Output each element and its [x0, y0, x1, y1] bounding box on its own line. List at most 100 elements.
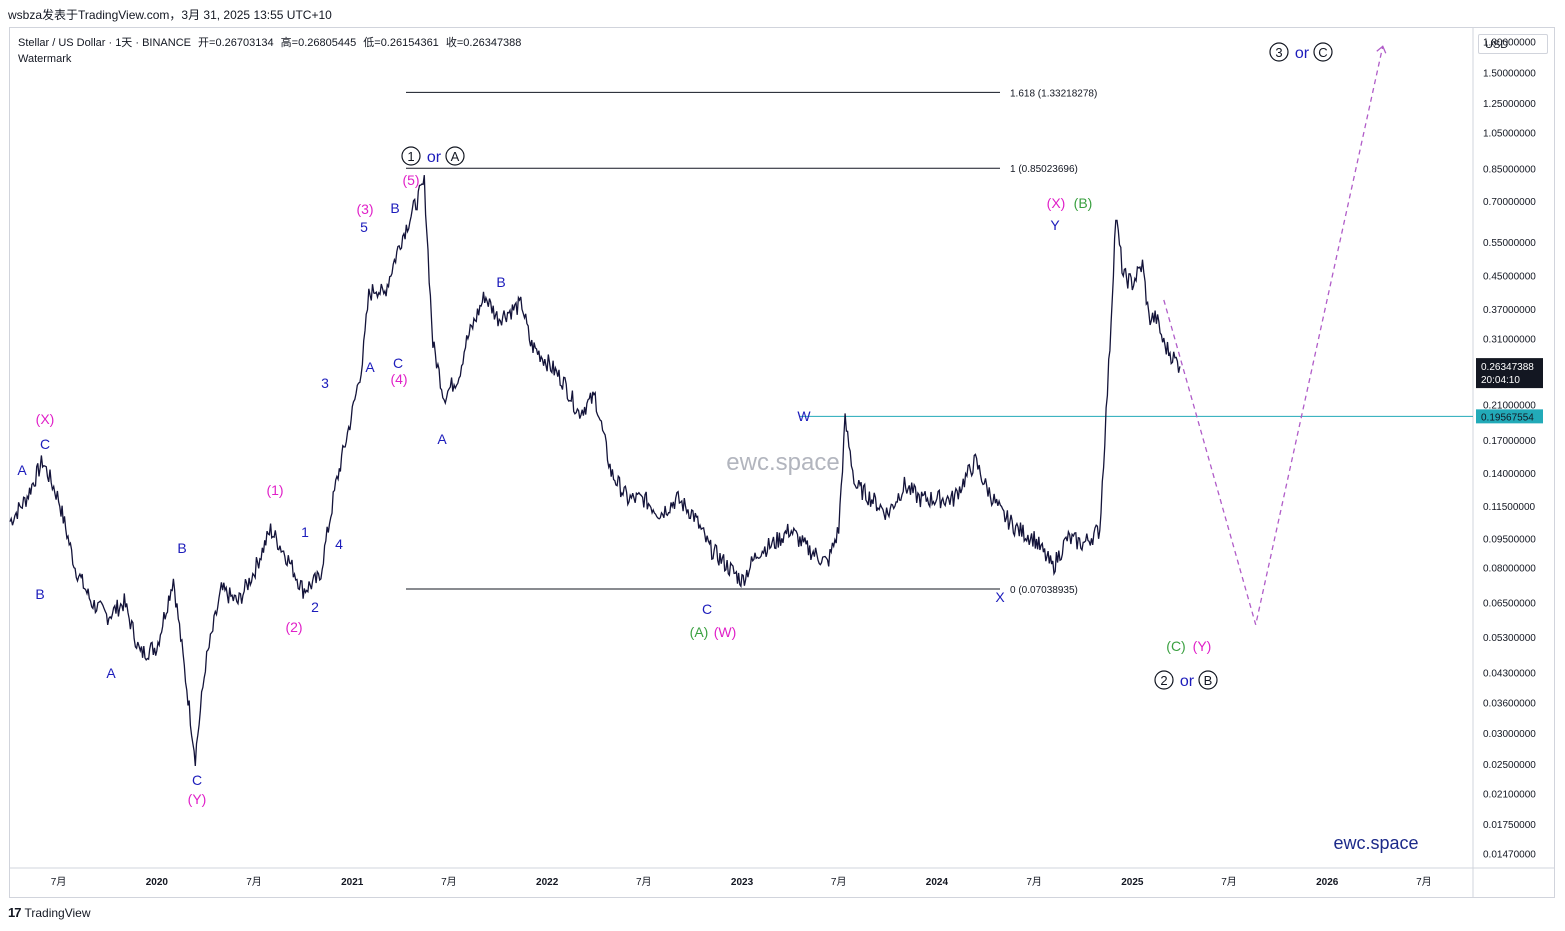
price-axis-tick: 0.06500000 [1483, 599, 1536, 610]
wave-label[interactable]: 3 [321, 375, 329, 391]
wave-label[interactable]: A [437, 431, 447, 447]
time-axis-tick: 2023 [731, 877, 754, 888]
wave-label[interactable]: Y [1050, 217, 1060, 233]
circled-wave-or: or [1180, 673, 1195, 690]
hline-price-tag[interactable] [1476, 409, 1543, 424]
circled-wave-letter: C [1318, 45, 1327, 60]
time-axis-tick: 7月 [831, 876, 847, 888]
circled-wave-marker[interactable] [401, 146, 421, 166]
legend-watermark-indicator[interactable]: Watermark [18, 53, 72, 65]
time-axis-tick: 7月 [1416, 876, 1432, 888]
circled-wave-or: or [1295, 45, 1310, 62]
wave-label[interactable]: 1 [301, 524, 309, 540]
wave-label[interactable]: (X) [36, 411, 55, 427]
wave-label[interactable]: (3) [356, 201, 373, 217]
wave-label[interactable]: B [496, 274, 505, 290]
legend-high: 高=0.26805445 [280, 37, 357, 49]
time-axis-tick: 7月 [51, 876, 67, 888]
time-axis-tick: 7月 [1026, 876, 1042, 888]
price-axis-tick: 1.25000000 [1483, 99, 1536, 110]
time-axis-tick: 2024 [926, 877, 949, 888]
wave-label[interactable]: (X) [1047, 195, 1066, 211]
wave-label[interactable]: (W) [714, 624, 737, 640]
circled-wave-number: 1 [407, 149, 414, 164]
price-axis-tick: 0.05300000 [1483, 633, 1536, 644]
bar-countdown-label: 20:04:10 [1481, 375, 1520, 386]
time-axis-tick: 2026 [1316, 877, 1339, 888]
circled-wave-marker[interactable] [445, 146, 465, 166]
wave-label[interactable]: (B) [1074, 195, 1093, 211]
wave-label[interactable]: (2) [285, 619, 302, 635]
price-axis-tick: 0.02500000 [1483, 760, 1536, 771]
wave-label[interactable]: B [35, 586, 44, 602]
wave-label[interactable]: (C) [1166, 638, 1185, 654]
circled-wave-marker[interactable] [1198, 670, 1218, 690]
circled-wave-marker[interactable] [1269, 42, 1289, 62]
tradingview-brand[interactable]: TradingView [24, 905, 91, 920]
price-axis-tick: 0.02100000 [1483, 789, 1536, 800]
circled-wave-letter: B [1204, 673, 1213, 688]
circled-wave-marker[interactable] [1313, 42, 1333, 62]
wave-label[interactable]: C [702, 601, 712, 617]
wave-label[interactable]: (1) [266, 482, 283, 498]
wave-label[interactable]: (Y) [188, 791, 207, 807]
wave-label[interactable]: X [995, 589, 1005, 605]
legend-open: 开=0.26703134 [198, 37, 274, 49]
center-watermark: ewc.space [726, 449, 839, 476]
current-price-label: 0.26347388 [1481, 362, 1534, 373]
wave-label[interactable]: B [390, 200, 399, 216]
price-axis-tick: 0.01470000 [1483, 850, 1536, 861]
price-axis-tick: 0.85000000 [1483, 164, 1536, 175]
legend-symbol[interactable]: Stellar / US Dollar · 1天 · BINANCE [18, 37, 191, 49]
published-info: wsbza发表于TradingView.com，3月 31, 2025 13:5… [8, 8, 332, 22]
wave-label[interactable]: (4) [390, 371, 407, 387]
price-axis-tick: 1.05000000 [1483, 129, 1536, 140]
time-axis-tick: 2022 [536, 877, 559, 888]
price-series-line[interactable] [9, 175, 1181, 767]
price-axis-tick: 1.50000000 [1483, 68, 1536, 79]
wave-label[interactable]: (5) [402, 172, 419, 188]
wave-label[interactable]: B [177, 540, 186, 556]
corner-watermark: ewc.space [1333, 833, 1418, 853]
fib-level-label: 0 (0.07038935) [1010, 585, 1078, 596]
hline-price-label: 0.19567554 [1481, 412, 1534, 423]
wave-label[interactable]: 2 [311, 599, 319, 615]
wave-label[interactable]: A [17, 462, 27, 478]
wave-label[interactable]: 4 [335, 536, 343, 552]
wave-label[interactable]: 5 [360, 219, 368, 235]
price-axis-tick: 0.31000000 [1483, 335, 1536, 346]
time-axis-tick: 2025 [1121, 877, 1144, 888]
projection-path[interactable] [1163, 46, 1384, 625]
wave-label[interactable]: C [192, 772, 202, 788]
wave-label[interactable]: (A) [690, 624, 709, 640]
price-axis-tick: 0.17000000 [1483, 436, 1536, 447]
wave-label[interactable]: C [393, 355, 403, 371]
legend-ohlc-row: Stellar / US Dollar · 1天 · BINANCE 开=0.2… [18, 35, 525, 51]
circled-wave-letter: A [451, 149, 460, 164]
wave-label[interactable]: A [106, 665, 116, 681]
time-axis-tick: 7月 [636, 876, 652, 888]
price-axis-tick: 0.70000000 [1483, 197, 1536, 208]
circled-wave-number: 3 [1275, 45, 1282, 60]
wave-label[interactable]: C [40, 436, 50, 452]
tradingview-logo-icon[interactable]: 17 [8, 905, 22, 920]
price-axis-tick: 0.14000000 [1483, 469, 1536, 480]
current-price-tag[interactable] [1476, 358, 1543, 389]
time-axis-tick: 7月 [441, 876, 457, 888]
price-axis-tick: 0.21000000 [1483, 400, 1536, 411]
wave-label[interactable]: (Y) [1193, 638, 1212, 654]
legend-close: 收=0.26347388 [445, 37, 522, 49]
wave-label[interactable]: W [797, 408, 811, 424]
price-axis-tick: 0.37000000 [1483, 305, 1536, 316]
circled-wave-number: 2 [1160, 673, 1167, 688]
price-axis-tick: 1.80000000 [1483, 38, 1536, 49]
currency-selector[interactable]: USD [1478, 34, 1548, 54]
legend-low: 低=0.26154361 [363, 37, 439, 49]
time-axis-tick: 7月 [246, 876, 262, 888]
circled-wave-marker[interactable] [1154, 670, 1174, 690]
chart-frame[interactable] [9, 27, 1555, 898]
price-axis-tick: 0.09500000 [1483, 534, 1536, 545]
chart-legend: Stellar / US Dollar · 1天 · BINANCE 开=0.2… [18, 35, 525, 67]
wave-label[interactable]: A [365, 359, 375, 375]
